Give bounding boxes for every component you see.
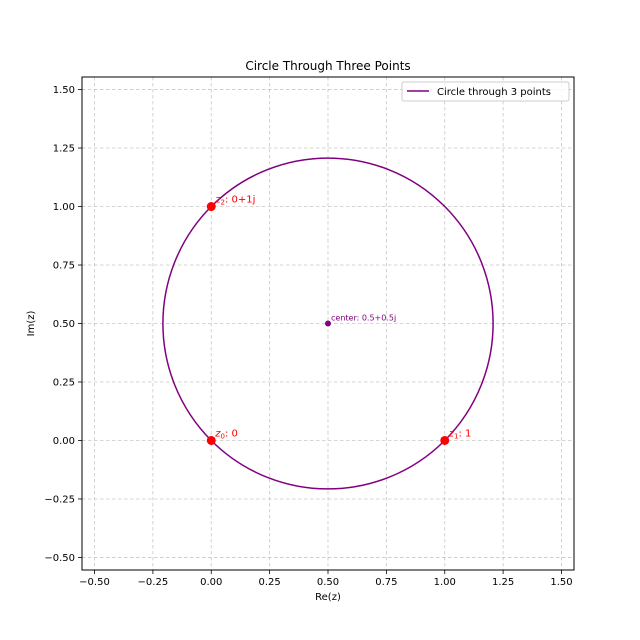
legend: Circle through 3 points	[401, 81, 570, 102]
axis-ticks: −0.50 −0.25 0.00 0.25 0.50 0.75 1.00 1.25 1.50 −0…	[44, 85, 572, 588]
plot-data: center: 0.5+0.5j z0: 0 z1: 1 z2: 0+1j	[162, 157, 494, 490]
point-label-z0: z0: 0	[214, 428, 238, 440]
y-tick-label: 0.00	[53, 436, 75, 447]
x-tick-label: 0.50	[317, 577, 339, 588]
y-tick-label: 1.25	[53, 144, 75, 155]
x-tick-label: 0.25	[258, 577, 280, 588]
y-tick-label: −0.50	[44, 553, 75, 564]
legend-box	[401, 81, 570, 102]
y-tick-label: 1.50	[53, 85, 75, 96]
point-z1	[440, 435, 450, 445]
chart-title: Circle Through Three Points	[245, 59, 410, 73]
x-tick-label: 1.00	[434, 577, 456, 588]
y-tick-label: 0.75	[53, 261, 75, 272]
y-axis-label: Im(z)	[26, 311, 37, 337]
y-tick-label: 1.00	[53, 202, 75, 213]
x-tick-label: 0.00	[200, 577, 222, 588]
center-point	[325, 320, 331, 327]
center-point-label: center: 0.5+0.5j	[331, 314, 396, 323]
x-tick-label: 1.25	[492, 577, 514, 588]
y-tick-label: 0.50	[53, 319, 75, 330]
x-axis-label: Re(z)	[315, 592, 341, 603]
point-z0	[206, 435, 216, 445]
circle-series	[162, 157, 494, 490]
x-tick-label: −0.25	[138, 577, 169, 588]
x-tick-label: −0.50	[79, 577, 110, 588]
x-tick-label: 1.50	[550, 577, 572, 588]
point-label-z1: z1: 1	[448, 428, 472, 440]
point-z2	[206, 202, 216, 212]
grid	[82, 77, 574, 570]
point-label-z2: z2: 0+1j	[214, 195, 255, 207]
legend-label: Circle through 3 points	[437, 87, 551, 98]
y-tick-label: 0.25	[53, 377, 75, 388]
y-tick-label: −0.25	[44, 494, 75, 505]
x-tick-label: 0.75	[375, 577, 397, 588]
